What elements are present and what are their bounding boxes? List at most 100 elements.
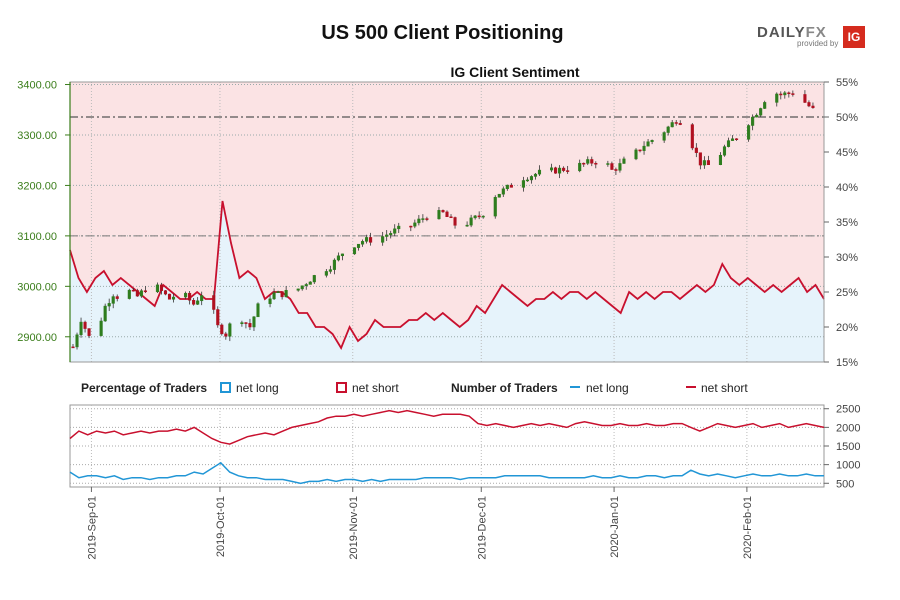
candle-body <box>280 291 284 298</box>
candle-body <box>340 253 344 257</box>
candle-body <box>360 241 365 245</box>
candle-body <box>694 147 698 153</box>
pct-tick-label: 15% <box>836 357 858 369</box>
chart-title: US 500 Client Positioning <box>321 22 564 44</box>
x-tick-label: 2019-Dec-01 <box>476 496 488 560</box>
candle-body <box>477 215 481 218</box>
legend-pct-long-swatch <box>220 382 231 393</box>
candle-body <box>807 102 811 107</box>
candle-body <box>783 92 787 96</box>
candle-body <box>139 290 143 297</box>
candle-body <box>722 146 727 156</box>
legend-num-long: net long <box>586 381 629 395</box>
x-tick-label: 2019-Oct-01 <box>215 496 227 557</box>
candle-body <box>272 292 276 300</box>
candle-body <box>163 290 168 295</box>
logo-wordmark: DAILYFX <box>757 24 827 41</box>
net-long-pct-line <box>69 200 825 351</box>
ig-logo-icon: IG <box>843 26 865 48</box>
candle-body <box>393 228 397 234</box>
legend-pct-long: net long <box>236 381 279 395</box>
candle-body <box>381 236 385 243</box>
legend-num-short: net short <box>701 381 748 395</box>
candle-body <box>497 193 501 198</box>
candle-body <box>111 296 115 304</box>
x-axis: 2019-Sep-01 2019-Oct-01 2019-Nov-01 2019-De… <box>86 487 754 560</box>
candle-body <box>453 217 457 226</box>
candle-body <box>324 271 328 276</box>
pct-tick-label: 30% <box>836 252 858 264</box>
count-tick-label: 500 <box>836 478 854 490</box>
candle-body <box>465 224 469 227</box>
candle-body <box>582 162 586 165</box>
count-tick-label: 1000 <box>836 460 860 472</box>
dailyfx-logo: DAILYFX provided by IG <box>757 24 869 50</box>
pct-tick-label: 45% <box>836 147 858 159</box>
net-long-area <box>70 201 824 362</box>
candle-body <box>779 93 783 96</box>
candle-body <box>706 160 710 165</box>
candle-body <box>698 152 702 166</box>
candle-body <box>618 163 622 171</box>
candle-body <box>521 180 525 188</box>
candle-body <box>594 163 598 165</box>
candle-body <box>421 218 425 220</box>
legend-pct-short: net short <box>352 381 399 395</box>
candle-body <box>554 167 558 174</box>
candle-body <box>167 293 172 300</box>
candle-body <box>276 291 280 294</box>
candle-body <box>562 167 566 171</box>
candle-body <box>188 292 192 301</box>
pct-tick-label: 50% <box>836 112 858 124</box>
candle-body <box>103 305 107 322</box>
candle-body <box>445 211 449 218</box>
candle-body <box>87 328 91 336</box>
count-tick-label: 2500 <box>836 404 860 416</box>
candle-body <box>787 92 791 95</box>
candle-body <box>135 290 139 297</box>
candle-body <box>747 125 751 140</box>
candle-body <box>634 149 638 160</box>
candle-body <box>646 141 650 147</box>
candle-body <box>409 225 413 228</box>
candle-body <box>248 323 252 328</box>
candle-body <box>473 215 477 219</box>
candle-body <box>228 323 232 337</box>
price-tick-label: 3100.00 <box>17 231 57 243</box>
candle-body <box>328 269 332 272</box>
candle-body <box>578 162 582 172</box>
x-tick-label: 2019-Nov-01 <box>348 496 360 560</box>
candle-body <box>99 320 103 336</box>
candle-body <box>131 289 135 292</box>
net-long-count-line <box>69 461 824 485</box>
candle-body <box>312 275 316 283</box>
candle-body <box>216 309 220 326</box>
candle-body <box>525 179 529 182</box>
candle-body <box>417 218 421 224</box>
logo-subtext: provided by <box>797 39 839 48</box>
candle-body <box>143 290 147 293</box>
candle-body <box>449 216 453 219</box>
candle-body <box>107 303 111 307</box>
price-tick-label: 3000.00 <box>17 281 57 293</box>
candle-body <box>690 124 694 149</box>
candle-body <box>718 154 723 165</box>
candle-body <box>529 176 534 181</box>
candle-body <box>196 300 200 305</box>
candle-body <box>755 114 759 118</box>
candle-body <box>75 334 79 348</box>
candle-body <box>365 237 369 242</box>
candle-body <box>425 218 429 220</box>
candle-body <box>586 159 590 164</box>
pct-tick-label: 55% <box>836 77 858 89</box>
candle-body <box>811 105 815 109</box>
candle-body <box>127 289 131 299</box>
candle-body <box>71 346 75 349</box>
candle-body <box>763 102 767 109</box>
candle-body <box>441 210 445 213</box>
candle-body <box>192 299 196 305</box>
candle-body <box>240 322 244 324</box>
candle-body <box>566 170 570 172</box>
candle-body <box>385 234 389 237</box>
price-tick-label: 2900.00 <box>17 332 57 344</box>
